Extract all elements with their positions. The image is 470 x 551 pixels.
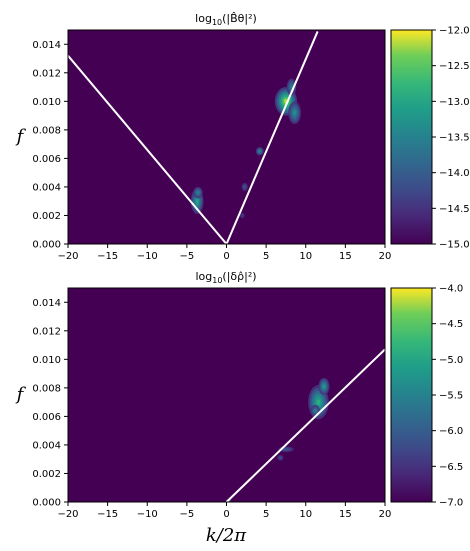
y-ticks-top: 0.000 0.002 0.004 0.006 0.008 0.010 0.012 0.014 <box>32 40 68 251</box>
y-tick-label-6: 0.012 <box>32 326 61 337</box>
heat-blob-6-layer-5 <box>244 186 246 188</box>
colorbar-tick-label-3: −5.5 <box>439 391 463 402</box>
y-tick-label-7: 0.014 <box>32 40 61 51</box>
panel-bottom: log10(|δρ̂|²) −20 −15 −10 −5 0 5 10 15 20 0.0000… <box>15 270 464 546</box>
dispersion-lines-bottom <box>225 348 385 502</box>
x-tick-label-4: 0 <box>223 509 229 520</box>
title-bottom-base: log <box>195 270 212 283</box>
dispersion-line-0 <box>225 348 385 502</box>
x-tick-label-6: 10 <box>299 251 312 262</box>
heat-blob-3-layer-5 <box>196 199 199 204</box>
colorbar-tick-label-6: −15.0 <box>439 240 470 251</box>
x-tick-label-1: −15 <box>97 251 118 262</box>
colorbar-tick-label-5: −14.5 <box>439 204 470 215</box>
x-tick-label-2: −10 <box>137 251 158 262</box>
x-ticks-top: −20 −15 −10 −5 0 5 10 15 20 <box>57 244 391 262</box>
heat-blob-2-layer-5 <box>290 85 293 89</box>
colorbar-tick-label-5: −6.5 <box>439 462 463 473</box>
xlabel-bottom: k/2π <box>206 525 247 546</box>
x-tick-label-5: 5 <box>263 509 269 520</box>
y-tick-label-2: 0.004 <box>32 440 61 451</box>
x-tick-label-4: 0 <box>223 251 229 262</box>
y-tick-label-6: 0.012 <box>32 68 61 79</box>
x-ticks-bottom: −20 −15 −10 −5 0 5 10 15 20 <box>57 502 391 520</box>
title-bottom-arg: (|δρ̂|²) <box>222 270 256 283</box>
colorbar-top <box>390 29 433 245</box>
x-tick-label-2: −10 <box>137 509 158 520</box>
y-tick-label-2: 0.004 <box>32 182 61 193</box>
colorbar-tick-label-0: −12.0 <box>439 26 470 37</box>
title-bottom: log10(|δρ̂|²) <box>195 270 256 285</box>
title-top-base: log <box>195 12 212 25</box>
x-tick-label-8: 20 <box>379 509 392 520</box>
colorbar-tick-label-2: −13.0 <box>439 97 470 108</box>
x-tick-label-3: −5 <box>180 251 195 262</box>
y-tick-label-0: 0.000 <box>32 498 61 509</box>
y-tick-label-5: 0.010 <box>32 97 61 108</box>
x-tick-label-0: −20 <box>57 251 78 262</box>
x-tick-label-5: 5 <box>263 251 269 262</box>
ylabel-top: f <box>15 126 27 147</box>
x-tick-label-6: 10 <box>299 509 312 520</box>
plot-area-bottom <box>68 288 385 502</box>
y-ticks-bottom: 0.000 0.002 0.004 0.006 0.008 0.010 0.012 0.014 <box>32 298 68 509</box>
y-tick-label-3: 0.006 <box>32 412 61 423</box>
colorbar-tick-label-2: −5.0 <box>439 355 463 366</box>
colorbar-tick-label-0: −4.0 <box>439 284 463 295</box>
x-tick-label-3: −5 <box>180 509 195 520</box>
ylabel-bottom: f <box>15 384 27 405</box>
heat-blob-2-layer-5 <box>314 409 317 412</box>
y-tick-label-5: 0.010 <box>32 355 61 366</box>
title-bottom-sub: 10 <box>212 276 222 285</box>
y-tick-label-7: 0.014 <box>32 298 61 309</box>
colorbar-tick-label-4: −6.0 <box>439 426 463 437</box>
y-tick-label-0: 0.000 <box>32 240 61 251</box>
y-tick-label-1: 0.002 <box>32 211 61 222</box>
heat-blob-0-layer-5 <box>316 399 321 405</box>
title-top-sub: 10 <box>212 18 222 27</box>
x-tick-label-7: 15 <box>339 509 352 520</box>
heat-blob-4-layer-5 <box>279 457 281 459</box>
title-top: log10(|B̂θ|²) <box>195 12 257 27</box>
colorbar-tick-label-6: −7.0 <box>439 498 463 509</box>
y-tick-label-3: 0.006 <box>32 154 61 165</box>
colorbar-ticks-top: −12.0 −12.5 −13.0 −13.5 −14.0 −14.5 −15.0 <box>432 26 470 251</box>
x-tick-label-8: 20 <box>379 251 392 262</box>
heat-blob-1-layer-5 <box>323 385 325 388</box>
colorbar-tick-label-1: −4.5 <box>439 319 463 330</box>
heat-blobs-top <box>190 78 301 219</box>
x-tick-label-7: 15 <box>339 251 352 262</box>
x-tick-label-0: −20 <box>57 509 78 520</box>
dispersion-line-1 <box>225 31 319 244</box>
x-tick-label-1: −15 <box>97 509 118 520</box>
heat-blob-1-layer-5 <box>293 110 296 115</box>
y-tick-label-4: 0.008 <box>32 383 61 394</box>
colorbar-tick-label-4: −14.0 <box>439 168 470 179</box>
colorbar-ticks-bottom: −4.0 −4.5 −5.0 −5.5 −6.0 −6.5 −7.0 <box>432 284 463 509</box>
heat-blob-4-layer-5 <box>197 191 199 194</box>
dispersion-line-0 <box>68 55 228 244</box>
dispersion-lines-top <box>68 31 319 244</box>
colorbar-tick-label-3: −13.5 <box>439 133 470 144</box>
heat-blob-3-layer-5 <box>284 448 288 450</box>
colorbar-tick-label-1: −12.5 <box>439 61 470 72</box>
plot-area-top <box>68 30 385 244</box>
heat-blob-7-layer-5 <box>241 214 243 216</box>
panel-top: log10(|B̂θ|²) −20 −15 −10 −5 0 5 10 15 20 0.0000… <box>15 12 470 262</box>
heat-blob-5-layer-5 <box>259 150 261 152</box>
title-top-arg: (|B̂θ|²) <box>222 12 257 25</box>
y-tick-label-4: 0.008 <box>32 125 61 136</box>
y-tick-label-1: 0.002 <box>32 469 61 480</box>
colorbar-bottom <box>390 287 433 503</box>
